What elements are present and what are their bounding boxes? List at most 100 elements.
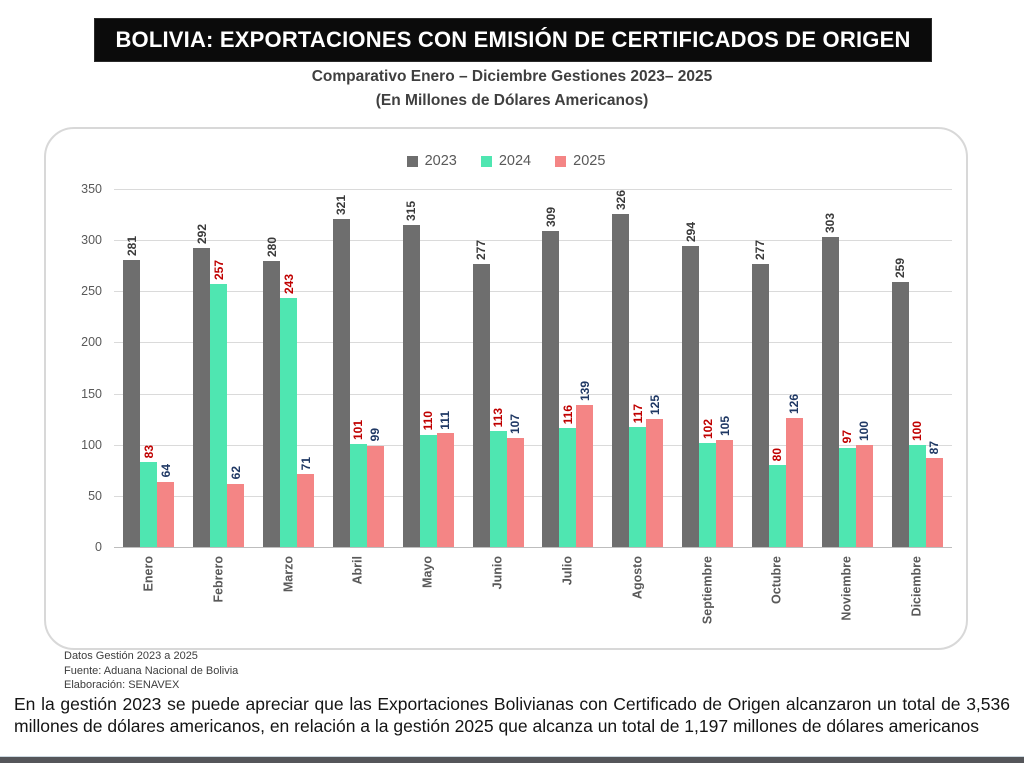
bar-2024-septiembre: 102 — [699, 419, 717, 547]
legend-item-2023: 2023 — [406, 153, 457, 169]
bar-2025-noviembre: 100 — [855, 421, 873, 547]
bar-2023-noviembre: 303 — [821, 213, 839, 547]
bar-2024-enero: 83 — [140, 445, 158, 547]
value-label-2025-abril: 99 — [368, 428, 383, 442]
bar-2024-junio: 113 — [489, 408, 507, 547]
legend-label-2025: 2025 — [573, 153, 606, 169]
bar-2025-diciembre: 87 — [925, 441, 943, 547]
bar-2025-marzo: 71 — [297, 457, 315, 547]
bar-2023-marzo: 280 — [263, 237, 281, 547]
value-label-2024-enero: 83 — [141, 444, 156, 459]
gridline-350 — [114, 189, 952, 190]
month-group-junio: 277 113 107 — [463, 189, 533, 547]
value-label-2023-mayo: 315 — [404, 200, 419, 221]
value-label-2025-diciembre: 87 — [927, 440, 942, 455]
bar-2025-agosto: 125 — [646, 395, 664, 547]
month-group-mayo: 315 110 111 — [393, 189, 463, 547]
x-label-septiembre: Septiembre — [700, 556, 715, 625]
month-group-abril: 321 101 99 — [324, 189, 394, 547]
value-label-2024-julio: 116 — [560, 405, 575, 425]
bar-2023-julio: 309 — [542, 207, 560, 547]
value-label-2023-febrero: 292 — [194, 224, 209, 245]
bar-2024-octubre: 80 — [768, 448, 786, 547]
bar-2025-julio: 139 — [576, 381, 594, 547]
window-bottom-edge — [0, 756, 1024, 763]
gridline-200 — [114, 342, 952, 344]
x-label-julio: Julio — [560, 556, 575, 586]
value-label-2023-diciembre: 259 — [893, 258, 908, 279]
page-title: BOLIVIA: EXPORTACIONES CON EMISIÓN DE CE… — [115, 27, 911, 52]
y-tick-label-300: 300 — [81, 233, 102, 248]
value-label-2023-julio: 309 — [543, 206, 558, 227]
value-label-2025-febrero: 62 — [228, 466, 243, 480]
value-label-2024-junio: 113 — [491, 408, 506, 428]
value-label-2023-agosto: 326 — [613, 189, 628, 210]
value-label-2025-junio: 107 — [508, 413, 523, 434]
value-label-2025-noviembre: 100 — [857, 420, 872, 441]
value-label-2025-septiembre: 105 — [717, 415, 732, 436]
value-label-2025-octubre: 126 — [787, 394, 802, 415]
month-group-diciembre: 259 100 87 — [882, 189, 952, 547]
value-label-2023-abril: 321 — [334, 194, 349, 215]
value-label-2023-marzo: 280 — [264, 236, 279, 257]
legend-swatch-2023 — [406, 155, 418, 167]
bar-2023-febrero: 292 — [193, 224, 211, 547]
month-group-marzo: 280 243 71 — [254, 189, 324, 547]
y-tick-label-50: 50 — [88, 488, 102, 503]
month-group-febrero: 292 257 62 — [184, 189, 254, 547]
bar-2025-febrero: 62 — [227, 466, 245, 547]
bar-2025-mayo: 111 — [436, 411, 454, 547]
value-label-2025-marzo: 71 — [298, 457, 313, 471]
bar-2023-octubre: 277 — [751, 240, 769, 547]
bar-2025-junio: 107 — [506, 414, 524, 547]
bar-2024-agosto: 117 — [629, 404, 647, 547]
x-label-abril: Abril — [350, 556, 365, 585]
x-label-diciembre: Diciembre — [909, 556, 924, 617]
bar-2025-abril: 99 — [366, 428, 384, 547]
footnote-source: Fuente: Aduana Nacional de Bolivia — [64, 664, 239, 677]
bar-2023-mayo: 315 — [402, 201, 420, 547]
month-group-septiembre: 294 102 105 — [673, 189, 743, 547]
value-label-2024-marzo: 243 — [281, 274, 296, 295]
month-group-noviembre: 303 97 100 — [812, 189, 882, 547]
value-label-2024-octubre: 80 — [770, 447, 785, 462]
y-tick-label-150: 150 — [81, 386, 102, 401]
title-banner: BOLIVIA: EXPORTACIONES CON EMISIÓN DE CE… — [95, 19, 931, 61]
gridline-300 — [114, 240, 952, 242]
value-label-2025-mayo: 111 — [438, 410, 453, 430]
summary-paragraph: En la gestión 2023 se puede apreciar que… — [14, 694, 1010, 736]
x-label-octubre: Octubre — [769, 556, 784, 604]
y-tick-label-0: 0 — [95, 540, 102, 554]
footnote-author: Elaboración: SENAVEX — [64, 679, 180, 691]
value-label-2024-septiembre: 102 — [700, 418, 715, 439]
x-axis-labels: Enero Febrero Marzo Abril Mayo Junio Julio Agos… — [114, 547, 952, 647]
bar-2023-enero: 281 — [123, 236, 141, 547]
bar-2024-marzo: 243 — [280, 274, 298, 547]
value-label-2025-enero: 64 — [158, 464, 173, 478]
bar-2024-diciembre: 100 — [908, 421, 926, 547]
value-label-2024-noviembre: 97 — [840, 430, 855, 444]
bar-2023-diciembre: 259 — [891, 258, 909, 547]
month-group-agosto: 326 117 125 — [603, 189, 673, 547]
value-label-2023-octubre: 277 — [753, 239, 768, 260]
y-tick-label-250: 250 — [81, 284, 102, 299]
y-tick-label-100: 100 — [81, 437, 102, 452]
chart-card: 2023 2024 2025 0 50 100 150 200 250 300 350 281 83… — [44, 127, 968, 650]
x-label-junio: Junio — [490, 556, 505, 590]
gridline-100 — [114, 444, 952, 446]
month-group-octubre: 277 80 126 — [743, 189, 813, 547]
bar-2024-abril: 101 — [349, 420, 367, 547]
bar-2025-enero: 64 — [157, 464, 175, 547]
value-label-2023-septiembre: 294 — [683, 222, 698, 243]
legend-swatch-2025 — [555, 155, 567, 167]
plot-area: 281 83 64 292 257 62 280 243 71 321 101 99 315 110 111… — [114, 189, 952, 548]
gridline-150 — [114, 393, 952, 395]
bar-2024-febrero: 257 — [210, 260, 228, 547]
y-axis-labels: 0 50 100 150 200 250 300 350 — [48, 182, 108, 554]
footnote-data-range: Datos Gestión 2023 a 2025 — [64, 650, 198, 662]
x-label-enero: Enero — [141, 556, 156, 592]
value-label-2025-agosto: 125 — [647, 395, 662, 416]
x-axis-line — [114, 547, 952, 548]
value-label-2024-abril: 101 — [351, 419, 366, 440]
bar-2023-agosto: 326 — [612, 190, 630, 547]
